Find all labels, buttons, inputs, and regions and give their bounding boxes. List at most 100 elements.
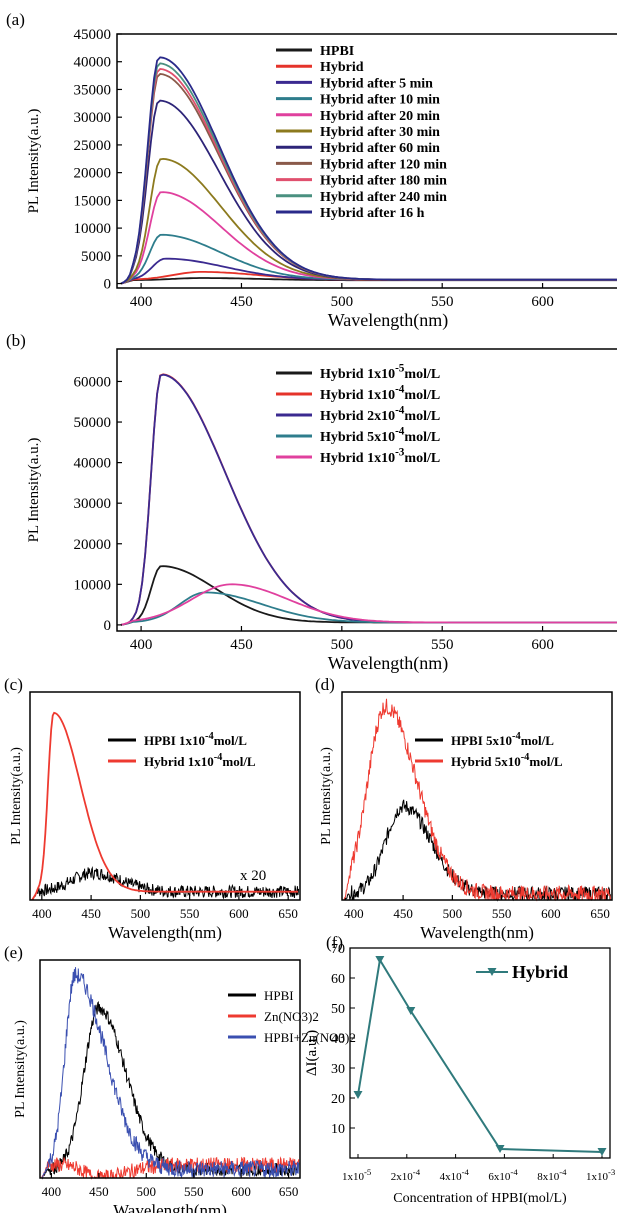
x-tick-label: 650 xyxy=(279,1184,299,1199)
x-tick-label: 550 xyxy=(492,906,512,921)
series-line xyxy=(120,233,617,285)
panel-tag: (f) xyxy=(326,933,343,952)
y-tick-label: 20000 xyxy=(74,166,112,182)
y-tick-label: 20000 xyxy=(74,537,112,553)
x-tick-label: 400 xyxy=(344,906,364,921)
legend-label: HPBI 5x10-4mol/L xyxy=(451,731,554,748)
label-main: 8x10 xyxy=(537,1171,560,1183)
annotation: x 20 xyxy=(240,868,266,884)
legend-label: Hybrid xyxy=(512,962,568,982)
label-main: Hybrid 1x10 xyxy=(320,367,395,382)
x-tick-label: 600 xyxy=(531,294,554,310)
series-line xyxy=(31,866,300,901)
panel-tag: (c) xyxy=(4,675,23,694)
y-tick-label: 40000 xyxy=(74,55,112,71)
panel-b: 4004505005506006500100002000030000400005… xyxy=(6,331,617,674)
legend-label: Hybrid after 180 min xyxy=(320,174,447,189)
label-exponent: -4 xyxy=(395,426,405,438)
y-tick-label: 10000 xyxy=(74,577,112,593)
series-line xyxy=(357,957,603,1153)
y-tick-label: 20 xyxy=(331,1092,345,1107)
panel-tag: (a) xyxy=(6,10,25,29)
label-exponent: -3 xyxy=(608,1167,616,1177)
x-tick-label: 400 xyxy=(130,637,153,653)
x-tick-label: 600 xyxy=(231,1184,251,1199)
x-tick-label: 450 xyxy=(81,906,101,921)
x-tick-label: 1x10-5 xyxy=(342,1167,372,1183)
plot-frame xyxy=(341,691,613,901)
x-tick-label: 500 xyxy=(331,294,354,310)
label-exponent: -4 xyxy=(510,1167,518,1177)
legend-label: Hybrid after 30 min xyxy=(320,125,440,140)
x-tick-label: 500 xyxy=(137,1184,157,1199)
x-tick-label: 550 xyxy=(431,294,454,310)
legend-label: Zn(NO3)2 xyxy=(264,1009,319,1024)
series-line xyxy=(41,967,300,1179)
label-main: Hybrid 2x10 xyxy=(320,409,395,424)
x-tick-label: 550 xyxy=(431,637,454,653)
plot-frame xyxy=(349,947,611,1159)
label-main: 1x10 xyxy=(586,1171,609,1183)
y-tick-label: 70 xyxy=(331,942,345,957)
x-tick-label: 500 xyxy=(443,906,463,921)
x-tick-label: 550 xyxy=(184,1184,204,1199)
y-tick-label: 15000 xyxy=(74,193,112,209)
series-line xyxy=(344,799,612,902)
label-main: Hybrid 1x10 xyxy=(320,388,395,403)
x-tick-label: 450 xyxy=(230,294,253,310)
x-tick-label: 450 xyxy=(89,1184,109,1199)
label-exponent: -4 xyxy=(413,1167,421,1177)
legend-label: Hybrid 1x10-4mol/L xyxy=(320,384,440,403)
label-main: 4x10 xyxy=(440,1171,463,1183)
legend-label: Hybrid xyxy=(320,60,364,75)
legend-label: Hybrid 5x10-4mol/L xyxy=(451,752,563,769)
plot-frame xyxy=(116,348,617,632)
y-axis-label: PL Intensity(a.u.) xyxy=(26,438,42,543)
x-tick-label: 650 xyxy=(590,906,610,921)
y-tick-label: 0 xyxy=(104,618,112,634)
panel-d: 400 450 500 550 600 650 Wavelength(nm) PL Inten… xyxy=(315,675,613,942)
x-tick-label: 450 xyxy=(393,906,413,921)
y-tick-label: 30000 xyxy=(74,110,112,126)
label-exponent: -5 xyxy=(364,1167,372,1177)
y-tick-label: 40000 xyxy=(74,456,112,472)
legend-label: Hybrid 1x10-4mol/L xyxy=(144,752,256,769)
label-exponent: -4 xyxy=(559,1167,567,1177)
label-unit: mol/L xyxy=(521,733,555,748)
x-tick-label: 6x10-4 xyxy=(488,1167,518,1183)
y-axis-label: PL Intensity(a.u.) xyxy=(26,109,42,214)
y-axis-label: ΔI(a.u.) xyxy=(304,1030,320,1076)
label-unit: mol/L xyxy=(404,388,440,403)
data-point xyxy=(406,1007,416,1015)
x-axis-label: Wavelength(nm) xyxy=(420,923,534,942)
series-line xyxy=(120,56,617,285)
y-axis-label: PL Intensity(a.u.) xyxy=(319,747,334,845)
x-axis-label: Wavelength(nm) xyxy=(328,653,449,674)
y-tick-label: 10 xyxy=(331,1122,345,1137)
plot-frame xyxy=(116,33,617,289)
data-point xyxy=(375,956,385,964)
x-tick-label: 400 xyxy=(42,1184,62,1199)
label-main: 2x10 xyxy=(391,1171,414,1183)
y-axis-label: PL Intensity(a.u.) xyxy=(9,747,24,845)
x-tick-label: 550 xyxy=(180,906,200,921)
legend-label: Hybrid after 240 min xyxy=(320,190,447,205)
label-exponent: -4 xyxy=(512,731,521,742)
panel-a: 4004505005506006500500010000150002000025… xyxy=(6,10,617,331)
x-tick-label: 1x10-3 xyxy=(586,1167,616,1183)
x-axis-label: Concentration of HPBI(mol/L) xyxy=(393,1191,567,1206)
label-exponent: -3 xyxy=(395,447,405,459)
x-axis-label: Wavelength(nm) xyxy=(108,923,222,942)
x-tick-label: 500 xyxy=(131,906,151,921)
panel-tag: (b) xyxy=(6,331,26,350)
y-tick-label: 0 xyxy=(104,277,112,293)
data-point xyxy=(495,1145,505,1153)
y-tick-label: 25000 xyxy=(74,138,112,154)
x-tick-label: 400 xyxy=(32,906,52,921)
series-line xyxy=(41,1001,300,1180)
y-tick-label: 50000 xyxy=(74,415,112,431)
x-axis-label: Wavelength(nm) xyxy=(328,310,449,331)
legend-label: HPBI xyxy=(264,988,294,1003)
y-axis-label: PL Intensity(a.u.) xyxy=(13,1020,28,1118)
